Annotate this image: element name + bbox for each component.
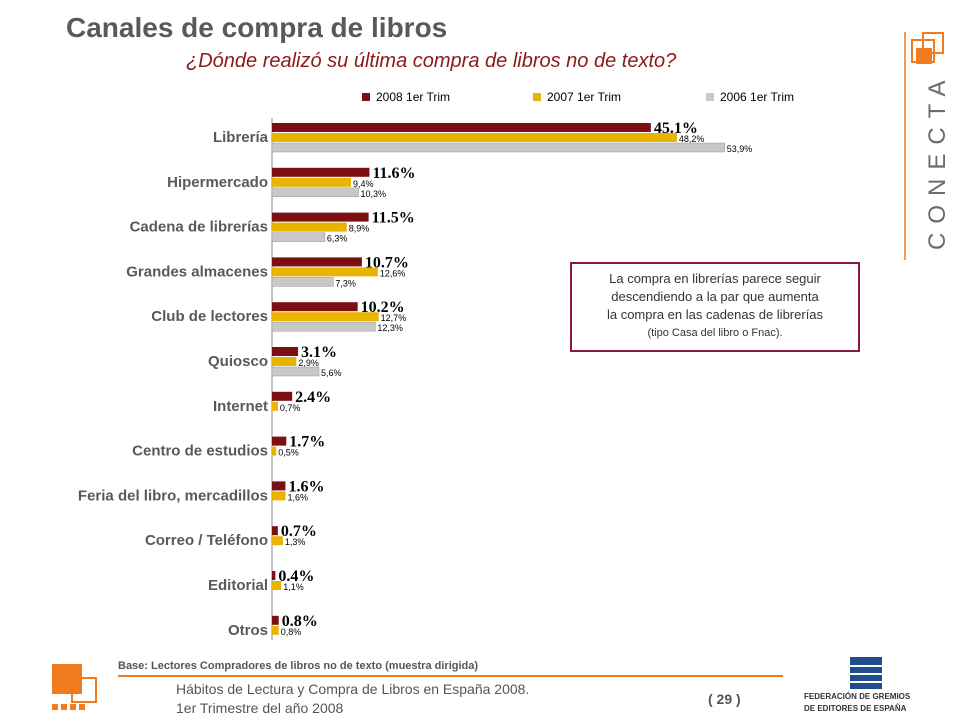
bar-1 <box>272 481 286 491</box>
bar-2 <box>272 536 283 546</box>
bar-3 <box>271 277 334 287</box>
bar-1 <box>272 615 279 625</box>
federacion-logo: FEDERACIÓN DE GREMIOS DE EDITORES DE ESP… <box>804 657 911 713</box>
data-label-2006: 7,3% <box>335 278 356 288</box>
data-label-2008: 0.8% <box>282 613 318 630</box>
bar-1 <box>272 302 358 312</box>
bar-2 <box>272 267 378 277</box>
bar-1 <box>272 167 370 177</box>
data-label-2007: 12,6% <box>380 268 406 278</box>
page-title: Canales de compra de libros <box>66 12 448 43</box>
data-label-2007: 12,7% <box>381 313 407 323</box>
bar-2 <box>272 401 278 411</box>
conecta-text: CONECTA <box>924 71 951 250</box>
category-label: Club de lectores <box>151 308 268 325</box>
bar-1 <box>272 212 369 222</box>
data-label-2007: 9,4% <box>353 179 374 189</box>
category-label: Quiosco <box>208 353 268 370</box>
bar-2 <box>272 312 379 322</box>
callout-line-4: (tipo Casa del libro o Fnac). <box>647 327 783 339</box>
bar-3 <box>271 187 359 198</box>
bar-2 <box>272 222 347 232</box>
bar-1 <box>272 347 299 356</box>
data-label-2007: 8,9% <box>349 224 370 234</box>
data-label-2006: 6,3% <box>327 234 348 244</box>
footer-divider <box>118 675 783 677</box>
page-number: ( 29 ) <box>708 691 741 707</box>
data-label-2007: 1,3% <box>285 537 306 547</box>
conecta-logo: CONECTA <box>904 32 951 260</box>
data-label-2007: 1,1% <box>283 582 304 592</box>
legend-label-2: 2007 1er Trim <box>547 90 621 104</box>
data-label-2007: 2,9% <box>298 358 319 368</box>
callout-line-2: descendiendo a la par que aumenta <box>611 289 819 304</box>
legend-swatch-3 <box>706 93 714 101</box>
data-label-2008: 0.7% <box>281 523 317 540</box>
callout-line-1: La compra en librerías parece seguir <box>609 271 821 286</box>
data-label-2008: 45.1% <box>654 120 698 137</box>
bar-3 <box>271 321 376 332</box>
data-label-2008: 10.2% <box>361 299 405 316</box>
bar-1 <box>272 123 651 132</box>
bar-2 <box>272 491 286 501</box>
page-subtitle: ¿Dónde realizó su última compra de libro… <box>186 50 677 72</box>
bar-2 <box>272 446 277 456</box>
data-label-2008: 1.7% <box>289 434 325 451</box>
bar-2 <box>272 625 279 635</box>
legend-swatch-2 <box>533 93 541 101</box>
bar-1 <box>272 257 362 267</box>
bar-2 <box>272 581 282 590</box>
data-label-2006: 53,9% <box>727 144 753 154</box>
category-label: Feria del libro, mercadillos <box>78 487 268 504</box>
data-label-2008: 0.4% <box>278 568 314 585</box>
data-label-2008: 2.4% <box>295 389 331 406</box>
category-label: Grandes almacenes <box>126 263 268 280</box>
data-label-2008: 10.7% <box>365 254 409 271</box>
bar-2 <box>272 357 297 366</box>
category-label: Correo / Teléfono <box>145 532 268 549</box>
bar-3 <box>271 232 326 242</box>
data-label-2006: 5,6% <box>321 368 342 378</box>
data-label-2008: 11.5% <box>372 210 415 227</box>
corner-squares-logo <box>52 664 97 710</box>
data-label-2008: 1.6% <box>288 478 324 495</box>
bar-1 <box>272 571 276 580</box>
category-label: Hipermercado <box>167 174 268 191</box>
data-label-2006: 10,3% <box>361 189 387 199</box>
data-label-2007: 1,6% <box>287 492 308 502</box>
category-label: Otros <box>228 622 268 639</box>
callout-line-3: la compra en las cadenas de librerías <box>606 307 824 322</box>
legend-swatch-1 <box>362 93 370 101</box>
category-label: Internet <box>213 398 268 415</box>
category-label: Editorial <box>208 577 268 594</box>
bar-3 <box>271 142 726 153</box>
footer-line-2: 1er Trimestre del año 2008 <box>176 700 344 716</box>
data-label-2006: 12,3% <box>377 323 403 333</box>
base-note: Base: Lectores Compradores de libros no … <box>118 660 479 672</box>
bar-2 <box>272 177 351 187</box>
category-label: Cadena de librerías <box>130 219 268 236</box>
legend-label-3: 2006 1er Trim <box>720 90 794 104</box>
footer-line-1: Hábitos de Lectura y Compra de Libros en… <box>176 681 530 697</box>
bar-1 <box>272 436 287 446</box>
bar-1 <box>272 526 278 536</box>
category-label: Centro de estudios <box>132 443 268 460</box>
federacion-line-2: DE EDITORES DE ESPAÑA <box>804 704 907 713</box>
callout-box: La compra en librerías parece seguir des… <box>570 262 860 352</box>
data-label-2008: 3.1% <box>301 344 337 361</box>
bar-1 <box>272 391 293 401</box>
bar-chart: 2008 1er Trim 2007 1er Trim 2006 1er Trim L… <box>78 90 794 640</box>
federacion-line-1: FEDERACIÓN DE GREMIOS <box>804 692 911 701</box>
bar-3 <box>271 366 320 377</box>
data-label-2007: 0,7% <box>280 403 301 413</box>
data-label-2007: 0,5% <box>278 448 299 458</box>
category-label: Librería <box>213 129 269 146</box>
bar-2 <box>272 133 677 142</box>
data-label-2007: 48,2% <box>679 134 705 144</box>
data-label-2007: 0,8% <box>281 627 302 637</box>
data-label-2008: 11.6% <box>372 165 415 182</box>
legend-label-1: 2008 1er Trim <box>376 90 450 104</box>
